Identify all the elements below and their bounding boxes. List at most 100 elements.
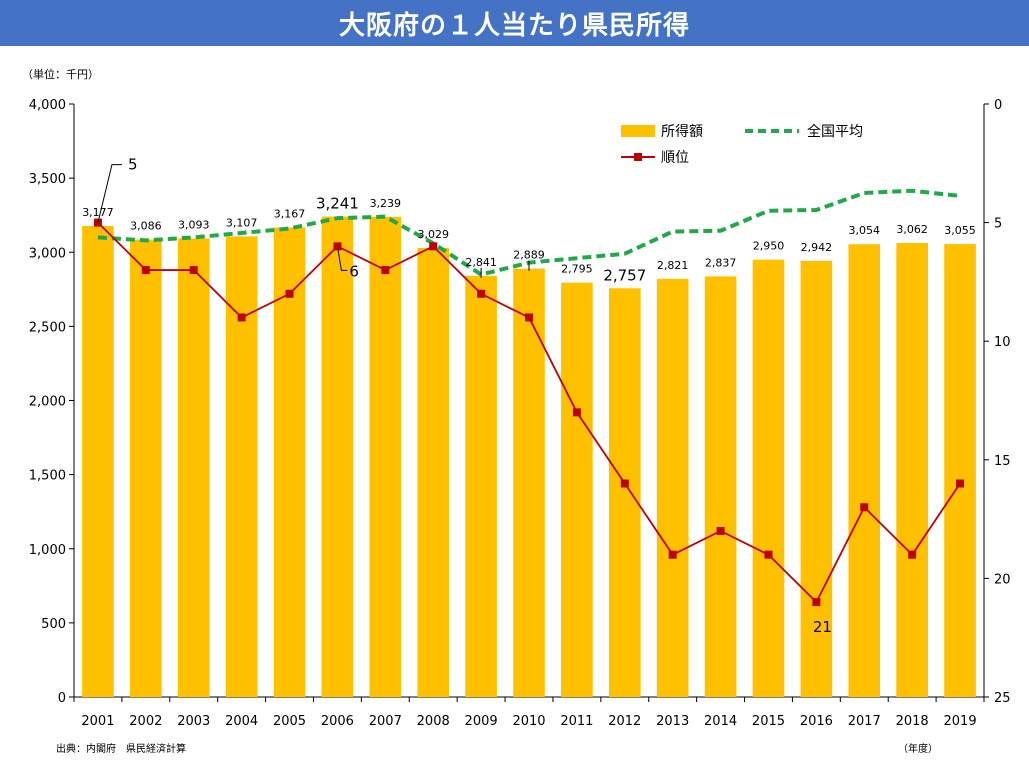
- rank-annotation: 6: [349, 262, 359, 280]
- x-tick-label: 2016: [800, 714, 833, 729]
- rank-marker-2015: [764, 550, 773, 559]
- bar-2014: [704, 276, 737, 697]
- bar-data-label: 3,062: [896, 223, 928, 236]
- x-tick-label: 2001: [81, 714, 114, 729]
- bar-2018: [896, 243, 928, 697]
- rank-marker-2008: [429, 242, 438, 251]
- bar-data-label: 3,093: [178, 218, 210, 231]
- x-tick-label: 2017: [848, 714, 881, 729]
- rank-marker-2009: [477, 289, 486, 298]
- bar-2001: [82, 226, 114, 697]
- bar-data-label: 3,086: [130, 220, 162, 233]
- bar-data-label: 3,241: [316, 195, 359, 213]
- x-tick-label: 2010: [512, 714, 545, 729]
- x-tick-label: 2013: [656, 714, 689, 729]
- x-tick-label: 2006: [321, 714, 354, 729]
- x-tick-label: 2004: [225, 714, 258, 729]
- title-bar: 大阪府の１人当たり県民所得: [0, 0, 1029, 46]
- x-tick-label: 2007: [369, 714, 402, 729]
- rank-marker-2016: [812, 598, 821, 607]
- bar-2019: [944, 244, 976, 697]
- bar-2013: [656, 278, 689, 697]
- y-right-tick-label: 15: [994, 454, 1011, 469]
- x-tick-label: 2018: [896, 714, 929, 729]
- x-tick-label: 2002: [129, 714, 162, 729]
- y-left-tick-label: 3,500: [29, 172, 66, 187]
- bar-data-label: 3,055: [944, 224, 976, 237]
- rank-marker-2002: [141, 266, 150, 275]
- bar-data-label: 2,795: [561, 263, 593, 276]
- x-tick-label: 2012: [608, 714, 641, 729]
- rank-marker-2014: [716, 526, 725, 535]
- y-left-tick-label: 0: [58, 691, 66, 706]
- bar-data-label: 3,029: [417, 228, 449, 241]
- bar-data-label: 3,167: [274, 207, 306, 220]
- rank-marker-2013: [668, 550, 677, 559]
- bar-2017: [848, 244, 881, 697]
- bar-data-label: 3,239: [370, 197, 402, 210]
- rank-marker-2010: [525, 313, 533, 322]
- legend-label-income: 所得額: [661, 123, 703, 140]
- bar-data-label: 3,054: [849, 224, 881, 237]
- bar-data-label: 2,942: [801, 241, 833, 254]
- rank-marker-2019: [956, 479, 965, 488]
- bar-data-label: 2,950: [753, 240, 785, 253]
- y-right-tick-label: 0: [994, 98, 1002, 113]
- bar-data-label: 2,757: [603, 266, 646, 284]
- rank-marker-2018: [908, 550, 917, 559]
- x-tick-label: 2009: [465, 714, 498, 729]
- y-left-tick-label: 2,500: [29, 320, 66, 335]
- rank-marker-2012: [620, 479, 629, 488]
- rank-marker-2005: [285, 289, 294, 298]
- rank-marker-2004: [237, 313, 246, 322]
- bar-data-label: 2,841: [465, 256, 497, 269]
- rank-marker-2017: [860, 503, 869, 512]
- bar-2005: [273, 227, 306, 697]
- legend-swatch-income: [621, 125, 655, 137]
- bar-2003: [177, 238, 210, 697]
- bar-2016: [800, 260, 833, 697]
- bar-2002: [130, 239, 162, 698]
- bar-2010: [513, 268, 545, 697]
- rank-marker-2007: [381, 266, 390, 275]
- year-unit-label: （年度）: [898, 744, 938, 755]
- x-tick-label: 2003: [177, 714, 210, 729]
- bar-data-label: 2,837: [705, 256, 737, 269]
- annotation-leader: [97, 164, 122, 223]
- x-tick-label: 2014: [704, 714, 737, 729]
- y-left-tick-label: 4,000: [29, 98, 66, 113]
- rank-marker-2003: [189, 266, 198, 275]
- legend-label-rank: 順位: [661, 150, 689, 166]
- y-right-tick-label: 10: [994, 335, 1011, 350]
- y-left-tick-label: 2,000: [29, 395, 66, 410]
- legend-label-national: 全国平均: [807, 123, 863, 140]
- y-left-tick-label: 500: [41, 617, 66, 632]
- bar-2011: [561, 282, 593, 697]
- y-left-tick-label: 1,500: [29, 469, 66, 484]
- legend-swatch-rank-marker: [634, 153, 642, 161]
- chart-title: 大阪府の１人当たり県民所得: [338, 10, 690, 41]
- y-left-tick-label: 3,000: [29, 246, 66, 261]
- x-tick-label: 2005: [273, 714, 306, 729]
- unit-label: （単位：千円）: [22, 68, 99, 81]
- bar-2007: [369, 216, 402, 698]
- y-left-tick-label: 1,000: [29, 543, 66, 558]
- rank-marker-2011: [572, 408, 581, 417]
- annotation-leader: [336, 246, 348, 271]
- x-tick-label: 2011: [560, 714, 593, 729]
- bar-2006: [321, 216, 354, 698]
- x-tick-label: 2019: [944, 714, 977, 729]
- x-tick-label: 2015: [752, 714, 785, 729]
- bar-data-label: 2,889: [513, 249, 545, 262]
- x-tick-label: 2008: [417, 714, 450, 729]
- bar-data-label: 3,107: [226, 216, 258, 229]
- bar-data-label: 2,821: [657, 259, 689, 272]
- rank-annotation: 5: [128, 156, 138, 174]
- y-right-tick-label: 25: [994, 691, 1011, 706]
- bar-2015: [752, 259, 785, 697]
- rank-annotation: 21: [813, 618, 832, 636]
- bar-data-label: 3,177: [82, 206, 114, 219]
- source-label: 出典：内閣府 県民経済計算: [56, 744, 186, 755]
- bar-2009: [465, 275, 497, 697]
